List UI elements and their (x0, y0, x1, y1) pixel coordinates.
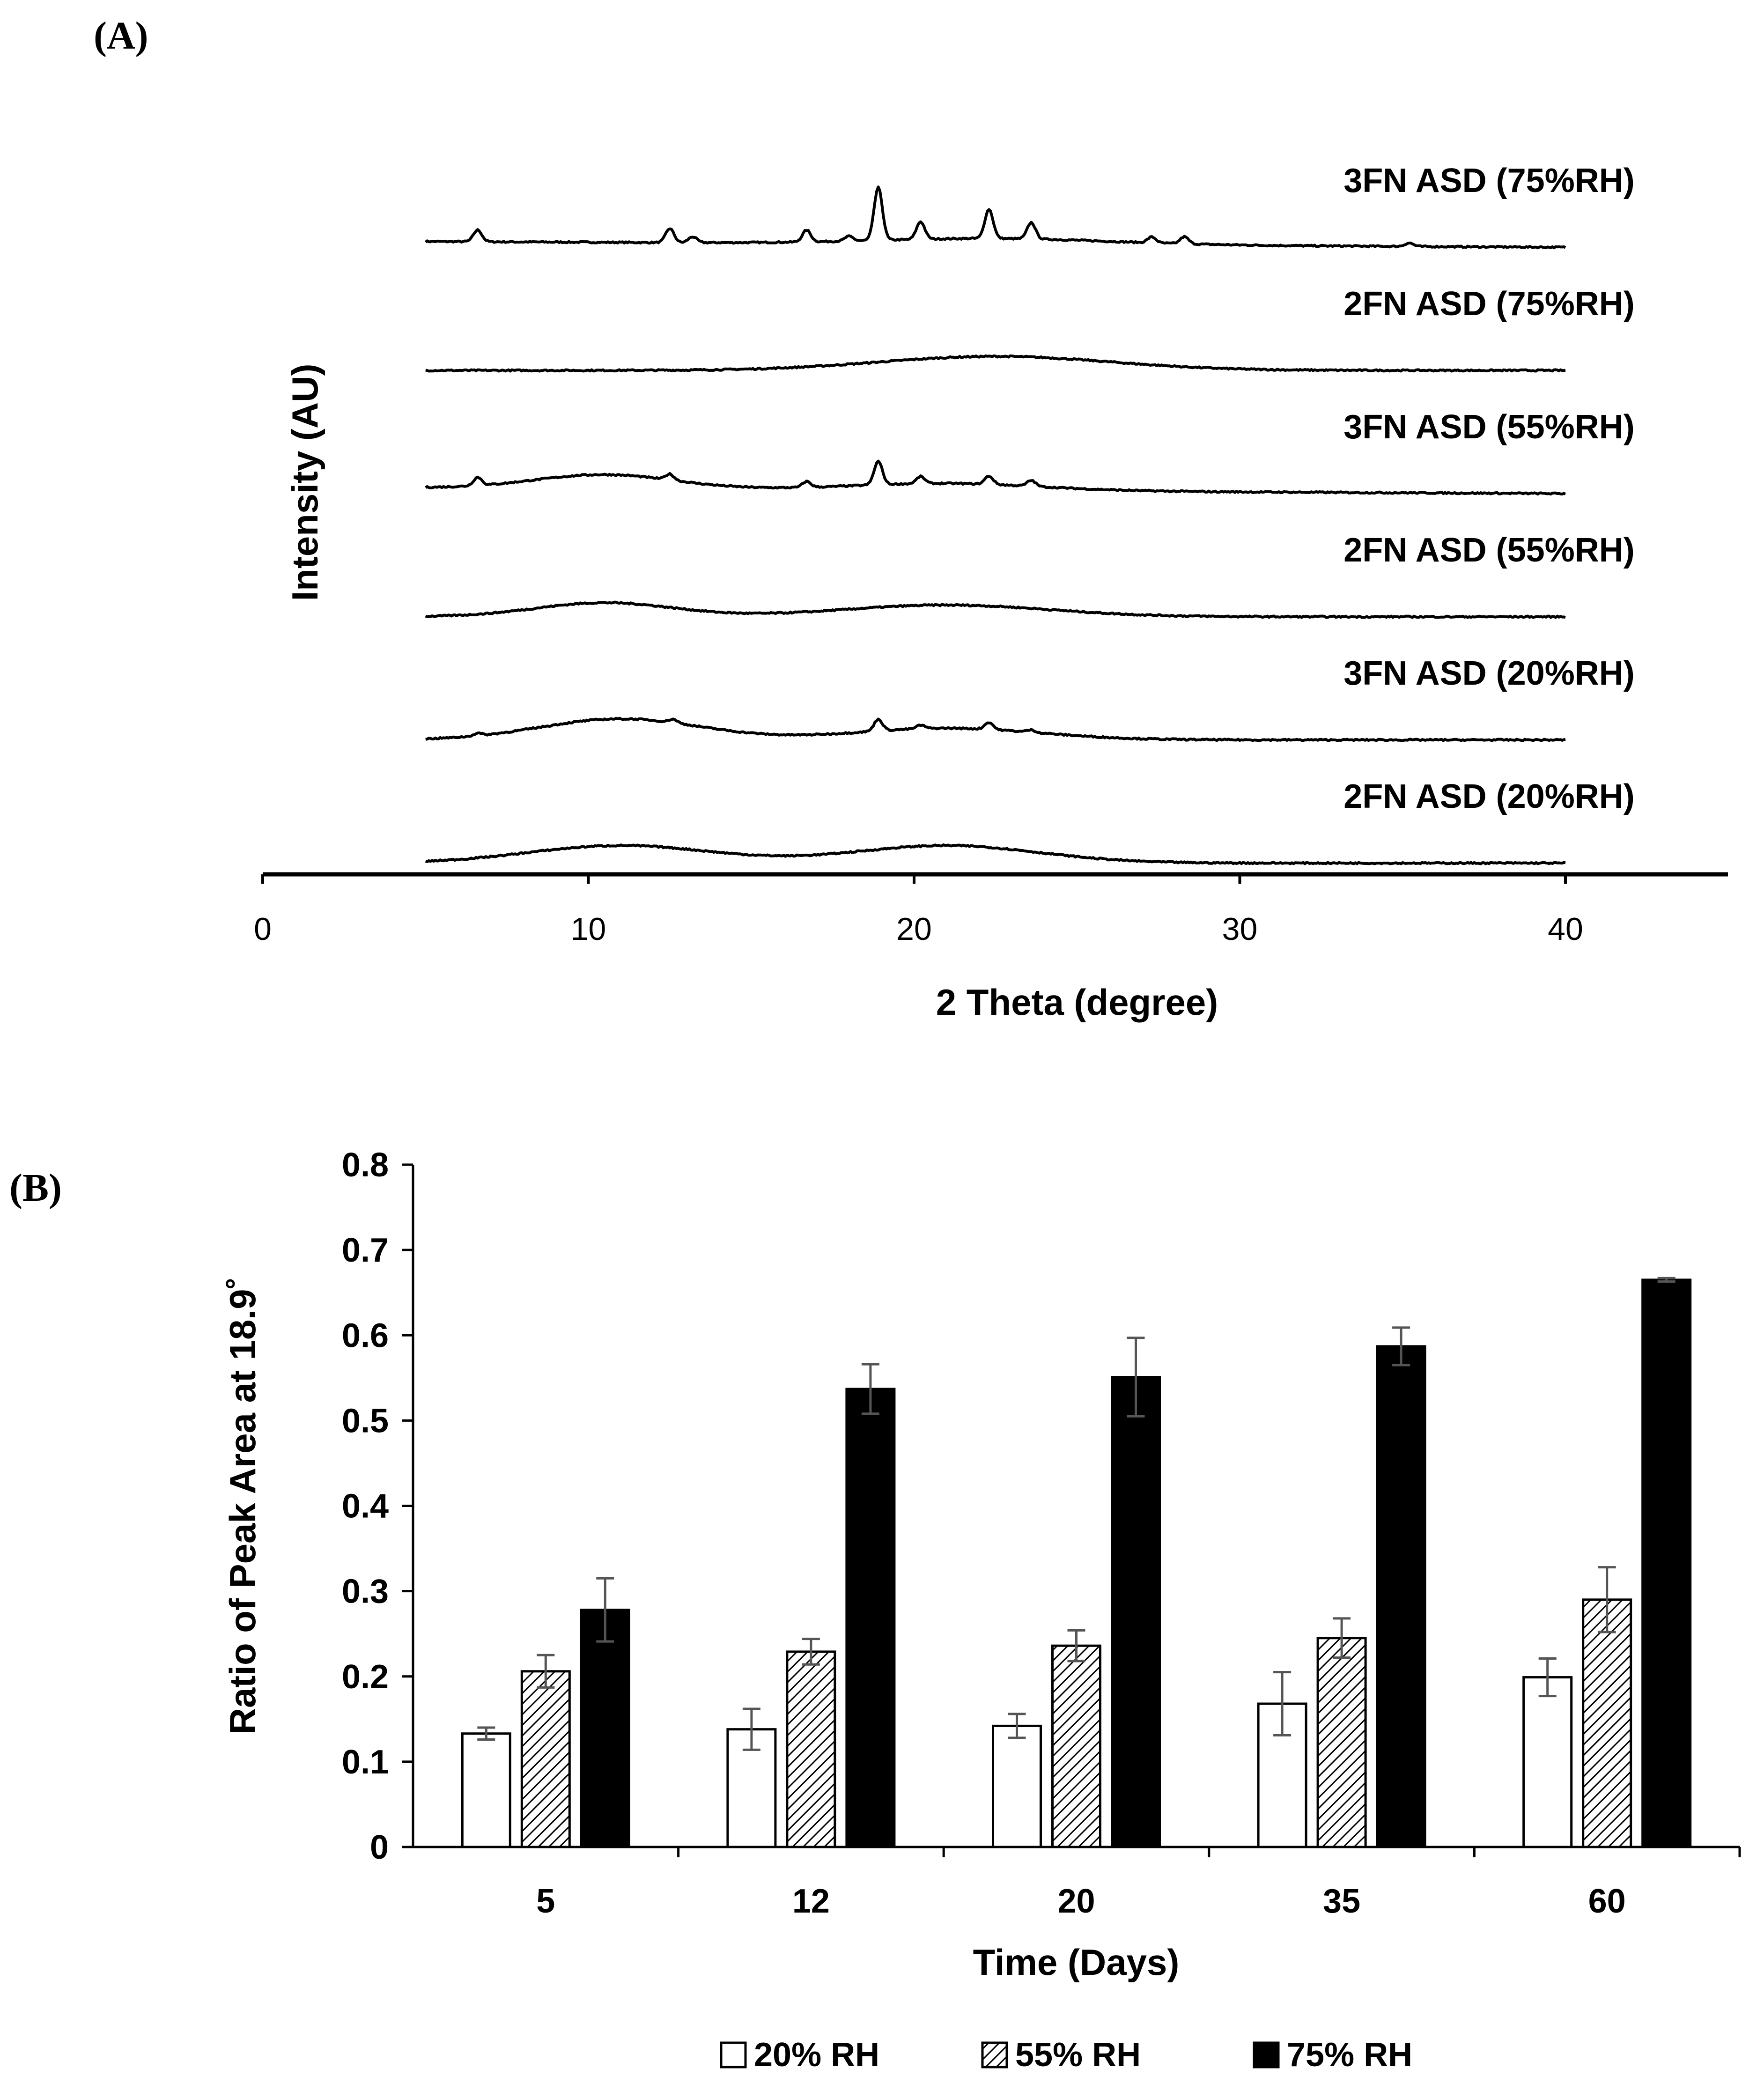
xrd-pattern-line (425, 354, 1566, 373)
xrd-series-group: 3FN ASD (75%RH) 2FN ASD (75%RH) 3FN ASD (5… (424, 162, 1635, 865)
xrd-x-tick-label: 0 (254, 911, 272, 947)
bar-y-tick-label: 0.3 (342, 1573, 389, 1611)
error-bar (1127, 1337, 1145, 1418)
xrd-x-ticks: 0 10 20 30 40 (254, 874, 1583, 947)
bar-y-tick-label: 0.7 (342, 1232, 389, 1269)
xrd-x-axis-title: 2 Theta (degree) (936, 982, 1218, 1023)
xrd-pattern-line (425, 600, 1566, 619)
xrd-series-label: 3FN ASD (75%RH) (1343, 162, 1634, 199)
error-bar (1008, 1713, 1026, 1739)
xrd-pattern-line (424, 185, 1566, 250)
bar-y-tick-label: 0.5 (342, 1402, 389, 1440)
bar-legend: 20% RH 55% RH 75% RH (720, 2036, 1412, 2074)
bar (1111, 1375, 1161, 1848)
error-bar (1273, 1671, 1292, 1736)
error-bar (861, 1363, 879, 1415)
error-bar (1598, 1566, 1616, 1633)
xrd-pattern-line (425, 459, 1566, 496)
xrd-series-label: 2FN ASD (75%RH) (1343, 285, 1634, 323)
bar-y-tick-label: 0.2 (342, 1658, 389, 1696)
bar (1376, 1345, 1426, 1848)
bar-x-axis-title: Time (Days) (973, 1942, 1180, 1983)
bar-panel: 0 0.1 0.2 0.3 0.4 0.5 0.6 0.7 0.8 5 12 20 35 60 Rati… (222, 1146, 1741, 2074)
legend-swatch (1253, 2041, 1280, 2069)
error-bar (1392, 1326, 1410, 1367)
legend-item: 75% RH (1253, 2036, 1412, 2074)
xrd-x-tick-label: 10 (571, 911, 606, 947)
bar-category-label: 35 (1323, 1883, 1360, 1920)
xrd-pattern-line (425, 717, 1566, 742)
bar (992, 1724, 1042, 1848)
error-bar (802, 1638, 820, 1666)
bar (1522, 1676, 1573, 1848)
bar-y-axis-title: Ratio of Peak Area at 18.9˚ (222, 1277, 263, 1735)
bar-category-label: 5 (536, 1883, 555, 1920)
xrd-pattern-line (425, 843, 1566, 865)
bar-series-group (461, 1277, 1692, 1848)
xrd-x-tick-label: 40 (1548, 911, 1583, 947)
bar (580, 1609, 630, 1848)
legend-label: 75% RH (1287, 2036, 1412, 2074)
bar (786, 1650, 836, 1848)
panel-a-label: (A) (94, 14, 148, 58)
legend-swatch (981, 2041, 1008, 2069)
bar (1051, 1644, 1101, 1848)
error-bar (477, 1726, 495, 1741)
bar-y-tick-label: 0.6 (342, 1317, 389, 1354)
bar-category-labels: 5 12 20 35 60 (536, 1847, 1741, 1920)
legend-swatch (720, 2041, 747, 2069)
panel-b-label: (B) (9, 1166, 62, 1210)
bar (1316, 1637, 1367, 1848)
xrd-y-axis-title: Intensity (AU) (284, 364, 325, 601)
xrd-series-label: 2FN ASD (20%RH) (1343, 778, 1634, 815)
error-bar (1657, 1277, 1675, 1283)
error-bar (1538, 1657, 1557, 1698)
bar-y-ticks: 0 0.1 0.2 0.3 0.4 0.5 0.6 0.7 0.8 (342, 1146, 413, 1866)
xrd-x-tick-label: 30 (1222, 911, 1258, 947)
bar-category-label: 60 (1588, 1883, 1626, 1920)
bar-y-tick-label: 0 (370, 1829, 389, 1866)
bar-y-tick-label: 0.4 (342, 1488, 389, 1525)
xrd-x-tick-label: 20 (896, 911, 932, 947)
error-bar (537, 1654, 555, 1689)
error-bar (742, 1707, 760, 1751)
xrd-series-label: 3FN ASD (55%RH) (1343, 408, 1634, 446)
error-bar (1067, 1629, 1085, 1662)
bar (520, 1670, 571, 1848)
legend-label: 20% RH (754, 2036, 879, 2074)
bar (1582, 1598, 1632, 1848)
legend-item: 20% RH (720, 2036, 879, 2074)
bar-y-tick-label: 0.8 (342, 1146, 389, 1184)
bar-category-label: 12 (792, 1883, 830, 1920)
xrd-panel: 0 10 20 30 40 3FN ASD (75%RH) 2FN ASD (75%RH)… (254, 162, 1728, 1023)
legend-label: 55% RH (1015, 2036, 1141, 2074)
bar (1641, 1278, 1692, 1848)
bar-y-tick-label: 0.1 (342, 1744, 389, 1781)
xrd-series-label: 3FN ASD (20%RH) (1343, 655, 1634, 692)
xrd-series-label: 2FN ASD (55%RH) (1343, 532, 1634, 569)
bar-category-label: 20 (1057, 1883, 1095, 1920)
error-bar (1333, 1617, 1351, 1659)
bar (845, 1388, 896, 1848)
legend-item: 55% RH (981, 2036, 1141, 2074)
bar (461, 1732, 511, 1848)
error-bar (596, 1577, 614, 1643)
